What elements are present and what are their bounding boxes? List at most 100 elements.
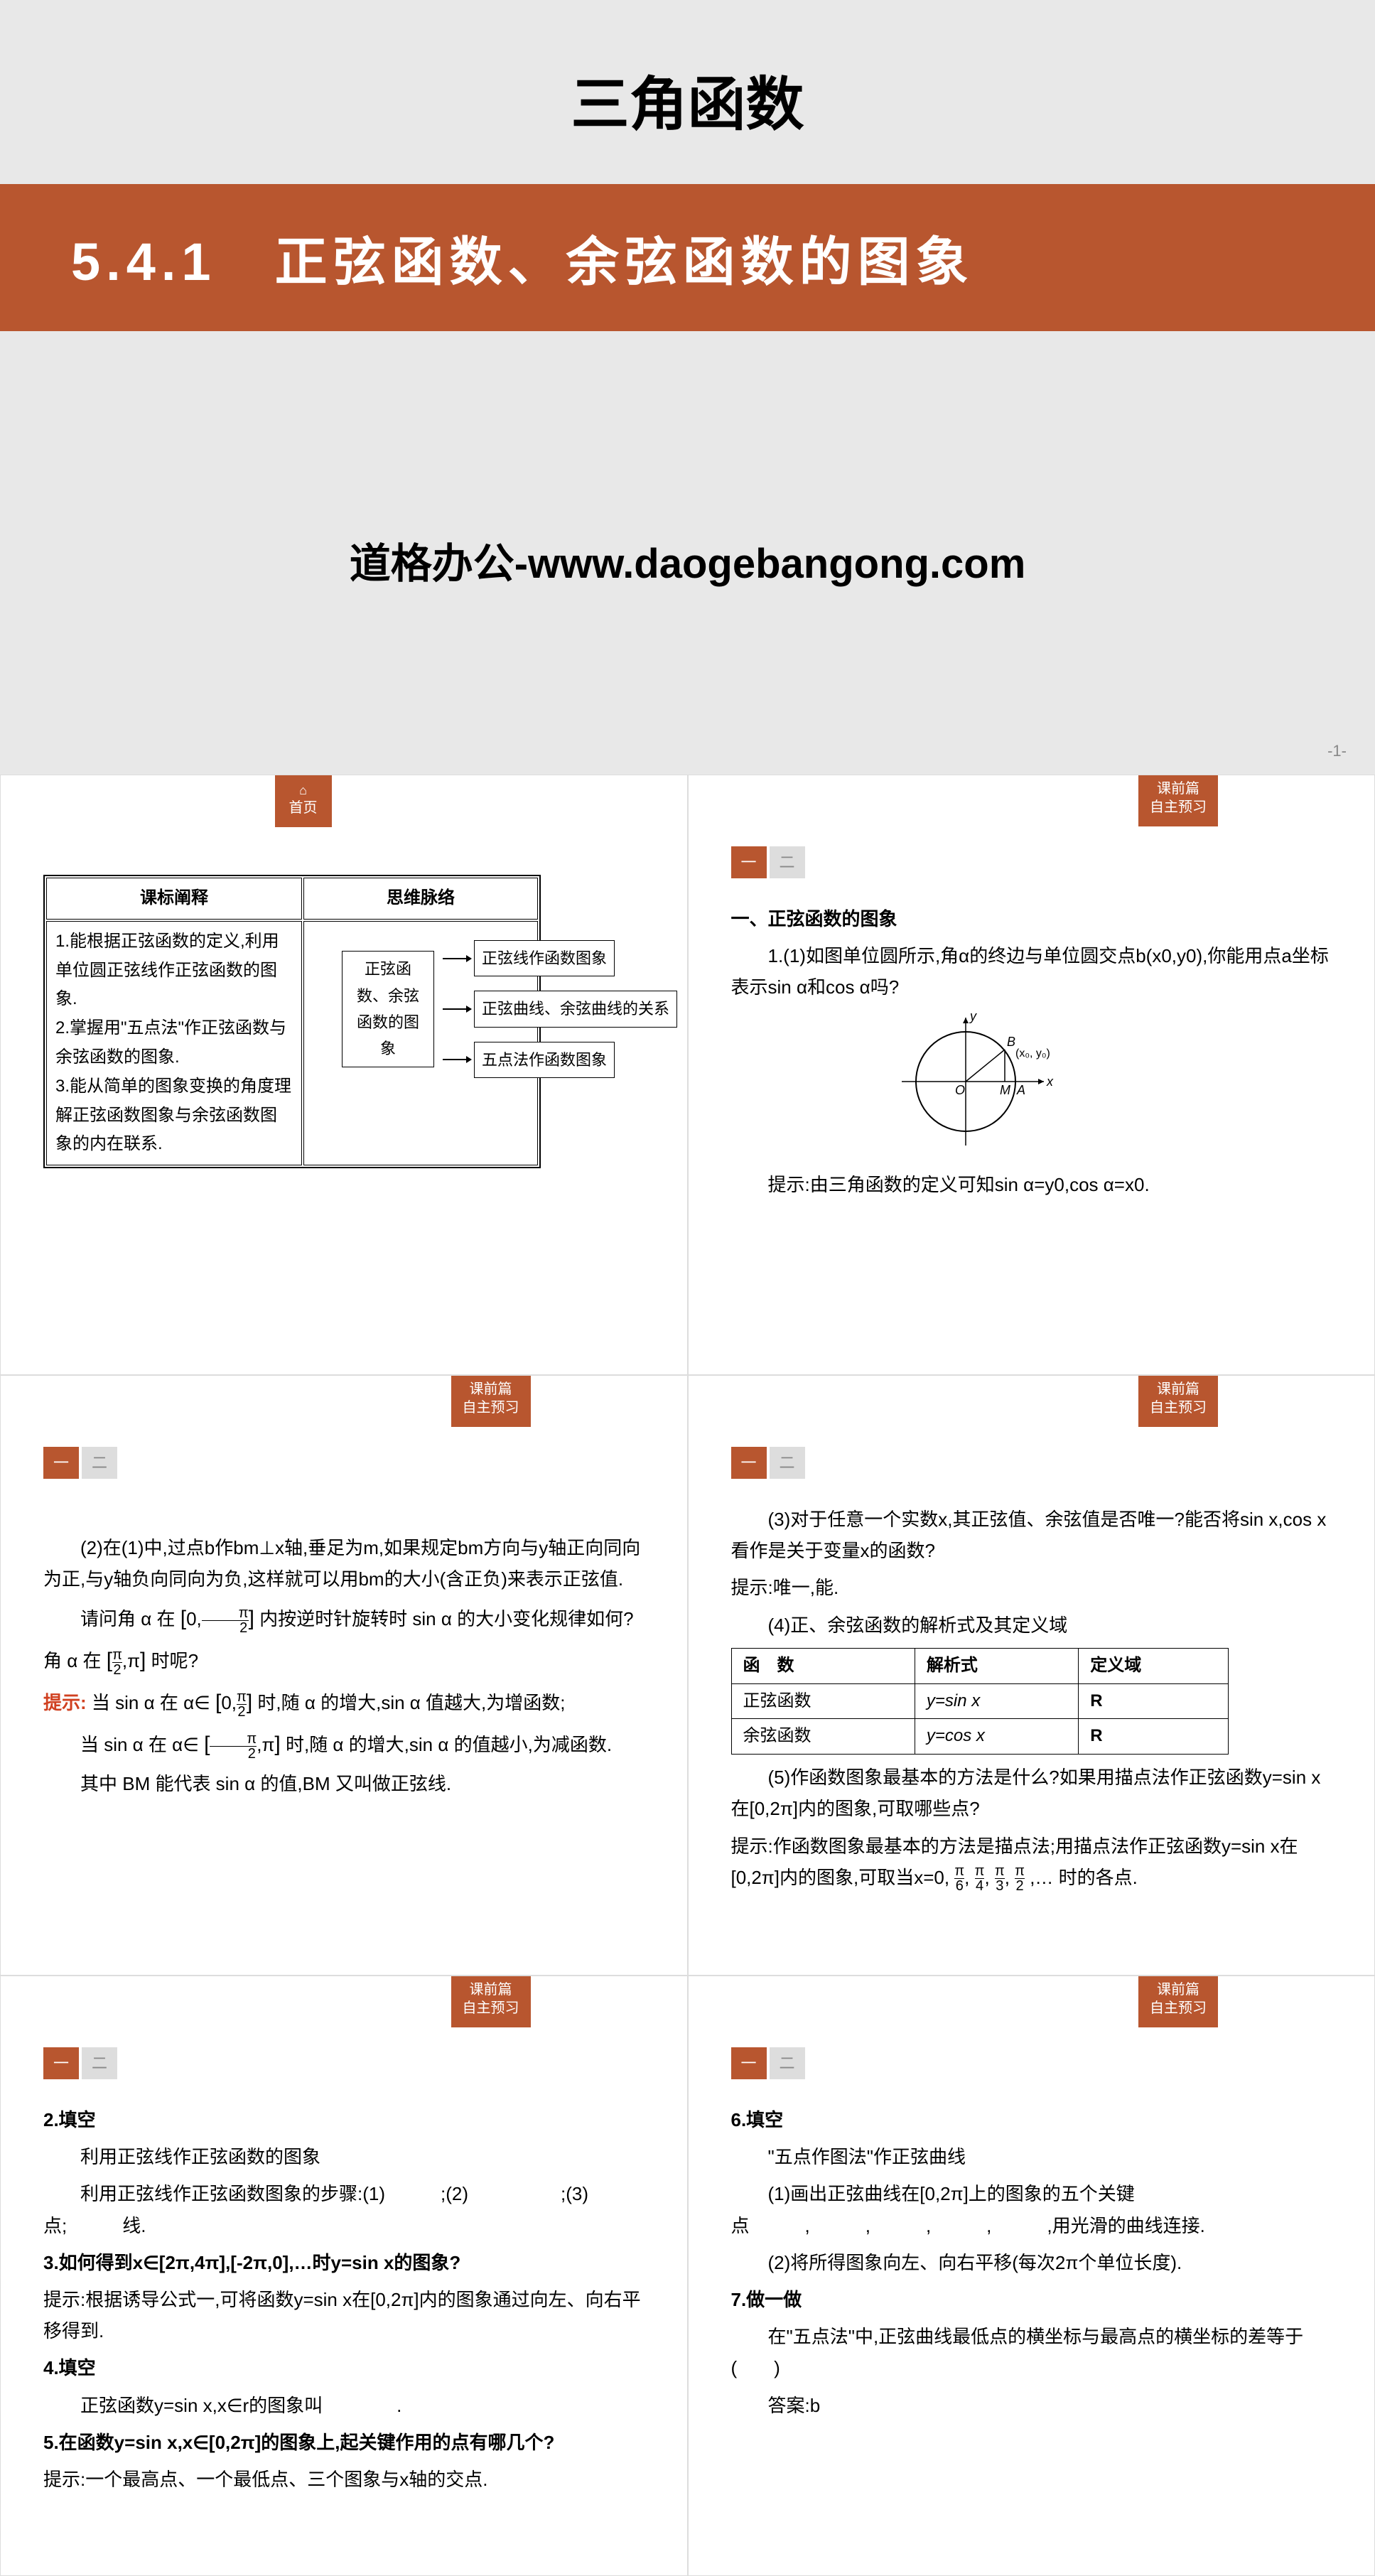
svg-text:y: y (969, 1011, 977, 1023)
paragraph: "五点作图法"作正弦曲线 (731, 2141, 1332, 2172)
section-tab[interactable]: 课前篇 自主预习 (1138, 1976, 1218, 2027)
nav-buttons: 一 二 (731, 1447, 805, 1479)
standard-item: 3.能从简单的图象变换的角度理解正弦函数图象与余弦函数图象的内在联系. (55, 1072, 293, 1159)
tab-line1: 课前篇 (1157, 1982, 1199, 1998)
home-tab[interactable]: ⌂ 首页 (275, 775, 332, 827)
nav-buttons: 一 二 (731, 846, 805, 878)
slide-3: 课前篇 自主预习 一 二 一、正弦函数的图象 1.(1)如图单位圆所示,角α的终… (688, 775, 1375, 1375)
th: 函 数 (731, 1648, 915, 1683)
hint-text: 提示:由三角函数的定义可知sin α=y0,cos α=x0. (731, 1169, 1332, 1200)
slide-5: 课前篇 自主预习 一 二 (3)对于任意一个实数x,其正弦值、余弦值是否唯一?能… (688, 1375, 1375, 1976)
nav-one[interactable]: 一 (731, 1447, 767, 1479)
paragraph: 利用正弦线作正弦函数图象的步骤:(1) ;(2) ;(3) 点; 线. (43, 2178, 645, 2241)
heading: 3.如何得到x∈[2π,4π],[-2π,0],…时y=sin x的图象? (43, 2247, 645, 2278)
nav-two[interactable]: 二 (770, 2047, 805, 2079)
nav-buttons: 一 二 (43, 1447, 117, 1479)
paragraph: (5)作函数图象最基本的方法是什么?如果用描点法作正弦函数y=sin x在[0,… (731, 1762, 1332, 1824)
flowchart: 正弦函数、余弦函数的图象 正弦线作函数图象 正弦曲线、余弦曲线的关系 五点法作函… (342, 932, 677, 1087)
section-tab[interactable]: 课前篇 自主预习 (1138, 775, 1218, 826)
nav-two[interactable]: 二 (82, 2047, 117, 2079)
tab-line1: 课前篇 (1157, 1381, 1199, 1397)
nav-two[interactable]: 二 (82, 1447, 117, 1479)
paragraph: 请问角 α 在 [0,π2] 内按逆时针旋转时 sin α 的大小变化规律如何? (43, 1600, 645, 1637)
slide-6: 课前篇 自主预习 一 二 2.填空 利用正弦线作正弦函数的图象 利用正弦线作正弦… (0, 1976, 688, 2576)
heading: 5.在函数y=sin x,x∈[0,2π]的图象上,起关键作用的点有哪几个? (43, 2427, 645, 2458)
svg-text:x: x (1046, 1074, 1054, 1089)
th: 定义域 (1079, 1648, 1228, 1683)
th: 解析式 (915, 1648, 1078, 1683)
arrow-icon (443, 958, 471, 959)
heading: 4.填空 (43, 2352, 645, 2383)
tab-line2: 自主预习 (1150, 1400, 1207, 1416)
nav-buttons: 一 二 (43, 2047, 117, 2079)
flow-child: 正弦曲线、余弦曲线的关系 (474, 991, 677, 1027)
unit-circle-diagram: B (x₀, y₀) O M A x y (902, 1011, 1332, 1162)
heading: 7.做一做 (731, 2284, 1332, 2315)
svg-text:A: A (1016, 1083, 1025, 1097)
hint-label: 提示: (43, 1692, 87, 1713)
nav-one[interactable]: 一 (43, 1447, 79, 1479)
th-left: 课标阐释 (46, 878, 302, 920)
section-tab[interactable]: 课前篇 自主预习 (451, 1376, 531, 1427)
paragraph: 正弦函数y=sin x,x∈r的图象叫 . (43, 2390, 645, 2421)
paragraph: (2)在(1)中,过点b作bm⊥x轴,垂足为m,如果规定bm方向与y轴正向同向为… (43, 1532, 645, 1595)
arrow-icon (443, 1059, 471, 1060)
section-tab[interactable]: 课前篇 自主预习 (1138, 1376, 1218, 1427)
title-slide: 三角函数 5.4.1 正弦函数、余弦函数的图象 道格办公-www.daogeba… (0, 0, 1375, 775)
function-table: 函 数 解析式 定义域 正弦函数 y=sin x R 余弦函数 y=cos x … (731, 1648, 1229, 1755)
nav-two[interactable]: 二 (770, 846, 805, 878)
svg-text:O: O (955, 1083, 965, 1097)
hint-line: 当 sin α 在 α∈ [π2,π] 时,随 α 的增大,sin α 的值越小… (43, 1726, 645, 1762)
tab-line1: 课前篇 (470, 1381, 512, 1397)
standards-cell: 1.能根据正弦函数的定义,利用单位圆正弦线作正弦函数的图象. 2.掌握用"五点法… (46, 921, 302, 1165)
svg-text:M: M (1000, 1083, 1010, 1097)
tab-line2: 自主预习 (463, 2000, 519, 2016)
section-tab[interactable]: 课前篇 自主预习 (451, 1976, 531, 2027)
nav-two[interactable]: 二 (770, 1447, 805, 1479)
flow-root: 正弦函数、余弦函数的图象 (342, 951, 434, 1067)
nav-one[interactable]: 一 (43, 2047, 79, 2079)
nav-one[interactable]: 一 (731, 846, 767, 878)
main-title: 三角函数 (0, 57, 1375, 141)
nav-buttons: 一 二 (731, 2047, 805, 2079)
tab-line2: 自主预习 (1150, 799, 1207, 815)
tab-line2: 自主预习 (1150, 2000, 1207, 2016)
th-right: 思维脉络 (303, 878, 538, 920)
watermark-text: 道格办公-www.daogebangong.com (0, 530, 1375, 590)
home-icon: ⌂ (289, 782, 318, 799)
slide-7: 课前篇 自主预习 一 二 6.填空 "五点作图法"作正弦曲线 (1)画出正弦曲线… (688, 1976, 1375, 2576)
tab-line1: 课前篇 (470, 1982, 512, 1998)
paragraph: (4)正、余弦函数的解析式及其定义域 (731, 1610, 1332, 1641)
home-label: 首页 (289, 800, 318, 816)
paragraph: 提示:一个最高点、一个最低点、三个图象与x轴的交点. (43, 2464, 645, 2495)
table-row: 余弦函数 y=cos x R (731, 1719, 1228, 1755)
heading: 6.填空 (731, 2104, 1332, 2135)
paragraph: (1)画出正弦曲线在[0,2π]上的图象的五个关键点 , , , , ,用光滑的… (731, 2178, 1332, 2241)
hint-text: 提示:作函数图象最基本的方法是描点法;用描点法作正弦函数y=sin x在[0,2… (731, 1831, 1332, 1894)
slide-2: ⌂ 首页 课标阐释 思维脉络 1.能根据正弦函数的定义,利用单位圆正弦线作正弦函… (0, 775, 688, 1375)
standard-item: 1.能根据正弦函数的定义,利用单位圆正弦线作正弦函数的图象. (55, 927, 293, 1014)
paragraph: (3)对于任意一个实数x,其正弦值、余弦值是否唯一?能否将sin x,cos x… (731, 1504, 1332, 1566)
tab-line1: 课前篇 (1157, 781, 1199, 797)
svg-text:B: B (1007, 1035, 1015, 1049)
hint-line: 提示: 当 sin α 在 α∈ [0,π2] 时,随 α 的增大,sin α … (43, 1684, 645, 1720)
page-number: -1- (1327, 742, 1347, 760)
tab-line2: 自主预习 (463, 1400, 519, 1416)
nav-one[interactable]: 一 (731, 2047, 767, 2079)
paragraph: 在"五点法"中,正弦曲线最低点的横坐标与最高点的横坐标的差等于( ) (731, 2321, 1332, 2383)
paragraph: 其中 BM 能代表 sin α 的值,BM 又叫做正弦线. (43, 1768, 645, 1799)
section-banner: 5.4.1 正弦函数、余弦函数的图象 (0, 184, 1375, 331)
paragraph: 提示:根据诱导公式一,可将函数y=sin x在[0,2π]内的图象通过向左、向右… (43, 2284, 645, 2346)
flow-child: 正弦线作函数图象 (474, 940, 615, 976)
paragraph: 利用正弦线作正弦函数的图象 (43, 2141, 645, 2172)
svg-text:(x₀, y₀): (x₀, y₀) (1015, 1047, 1050, 1060)
arrow-icon (443, 1008, 471, 1010)
table-row: 正弦函数 y=sin x R (731, 1683, 1228, 1719)
slide-4: 课前篇 自主预习 一 二 (2)在(1)中,过点b作bm⊥x轴,垂足为m,如果规… (0, 1375, 688, 1976)
question-text: 1.(1)如图单位圆所示,角α的终边与单位圆交点b(x0,y0),你能用点a坐标… (731, 940, 1332, 1003)
paragraph: 角 α 在 [π2,π] 时呢? (43, 1642, 645, 1678)
answer: 答案:b (731, 2390, 1332, 2421)
paragraph: (2)将所得图象向左、向右平移(每次2π个单位长度). (731, 2247, 1332, 2278)
standard-item: 2.掌握用"五点法"作正弦函数与余弦函数的图象. (55, 1014, 293, 1072)
heading: 2.填空 (43, 2104, 645, 2135)
